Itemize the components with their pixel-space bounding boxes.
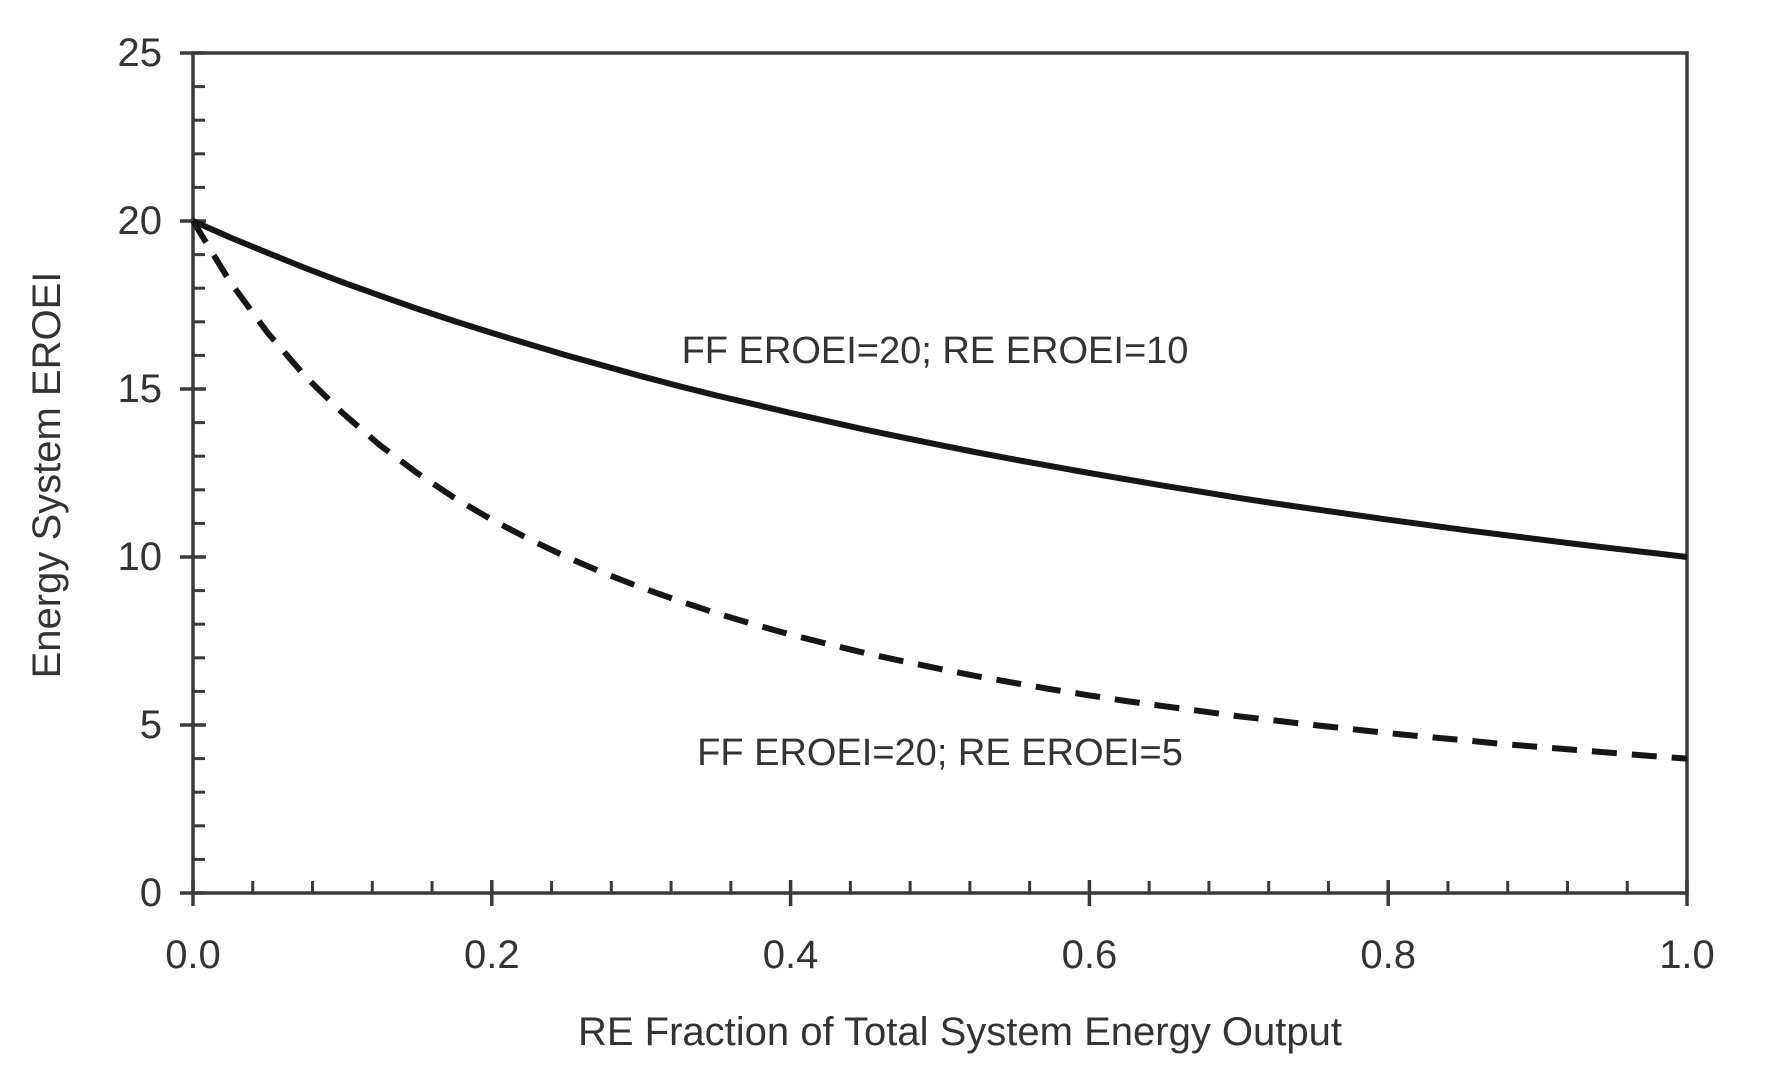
- y-axis-minor-ticks: [193, 85, 205, 861]
- x-tick-label: 0.4: [763, 933, 819, 977]
- x-tick-label: 0.8: [1360, 933, 1416, 977]
- y-tick-label: 20: [118, 199, 163, 243]
- x-tick-label: 0.6: [1062, 933, 1118, 977]
- y-tick-label: 5: [140, 703, 162, 747]
- y-axis-title: Energy System EROEI: [25, 272, 69, 679]
- x-tick-label: 1.0: [1659, 933, 1715, 977]
- annotation-solid-series: FF EROEI=20; RE EROEI=10: [682, 330, 1189, 372]
- x-axis-tick-labels: 0.0 0.2 0.4 0.6 0.8 1.0: [165, 933, 1715, 977]
- x-tick-label: 0.0: [165, 933, 221, 977]
- series-line-solid-ff20-re10: [191, 218, 1688, 560]
- plot-area-border: [191, 51, 1689, 895]
- x-axis-minor-ticks: [251, 881, 1629, 893]
- series-line-dashed-ff20-re5: [190, 219, 1688, 762]
- y-axis-tick-labels: 0 5 10 15 20 25: [118, 31, 163, 915]
- y-tick-label: 25: [118, 31, 163, 75]
- y-tick-label: 10: [118, 535, 163, 579]
- y-tick-label: 0: [140, 871, 162, 915]
- y-tick-label: 15: [118, 367, 163, 411]
- x-tick-label: 0.2: [464, 933, 520, 977]
- x-axis-major-ticks: [191, 880, 1689, 906]
- x-axis-title: RE Fraction of Total System Energy Outpu…: [578, 1010, 1342, 1054]
- annotation-dashed-series: FF EROEI=20; RE EROEI=5: [697, 732, 1183, 774]
